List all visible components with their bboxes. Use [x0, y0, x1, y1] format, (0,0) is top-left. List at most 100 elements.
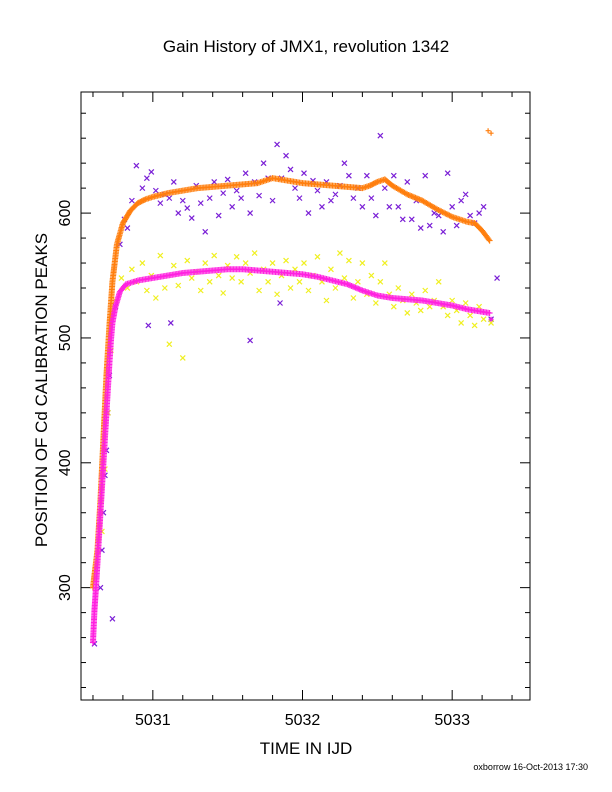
data-point [319, 203, 325, 210]
data-point [377, 132, 384, 139]
data-point [256, 287, 263, 294]
data-point [449, 203, 456, 210]
data-point [486, 237, 493, 244]
data-point [242, 260, 249, 266]
data-point [444, 312, 451, 319]
data-point [485, 128, 491, 134]
data-point [133, 162, 140, 169]
data-point [336, 250, 343, 256]
footer-credit: oxborrow 16-Oct-2013 17:30 [473, 762, 588, 772]
data-point [211, 252, 218, 259]
data-point [467, 312, 474, 319]
data-point [359, 203, 366, 210]
data-point [476, 210, 483, 217]
data-point [314, 253, 321, 260]
y-tick-label: 400 [57, 449, 74, 476]
data-point [152, 187, 159, 194]
data-point [224, 176, 231, 183]
data-point [435, 212, 442, 219]
plot-frame [80, 91, 531, 701]
data-point [359, 260, 366, 266]
data-point [247, 337, 254, 344]
data-point [363, 172, 370, 179]
data-point [161, 285, 168, 291]
data-point [260, 160, 267, 167]
data-point [471, 322, 478, 329]
data-point [109, 615, 116, 622]
y-tick-label: 600 [57, 200, 74, 227]
data-point [283, 152, 289, 159]
data-point [486, 309, 493, 316]
data-point [242, 170, 249, 177]
data-point [480, 316, 487, 323]
data-point [197, 200, 204, 207]
data-point [453, 222, 460, 229]
data-point [179, 197, 186, 204]
data-point [426, 222, 433, 229]
data-point [277, 300, 283, 306]
series-1 [99, 250, 495, 535]
data-point [458, 320, 465, 326]
data-point [404, 178, 411, 185]
data-point [345, 257, 352, 264]
data-point [229, 275, 236, 281]
data-point [233, 187, 240, 194]
chart-title: Gain History of JMX1, revolution 1342 [163, 37, 449, 56]
data-point [417, 225, 424, 232]
data-point [229, 203, 236, 210]
data-point [124, 225, 131, 232]
data-point [422, 172, 429, 179]
data-point [440, 228, 447, 235]
data-point [301, 260, 307, 266]
data-point [435, 207, 442, 214]
series-2 [89, 175, 493, 591]
data-point [139, 260, 146, 266]
data-point [215, 272, 222, 279]
data-point [426, 303, 433, 310]
data-point [467, 212, 474, 219]
data-point [377, 278, 384, 285]
series-4 [89, 266, 493, 646]
data-point [485, 236, 492, 243]
data-point [166, 195, 173, 202]
data-point [148, 168, 155, 175]
data-point [188, 275, 195, 281]
data-point [354, 278, 361, 285]
data-point [175, 282, 182, 289]
data-point [390, 172, 397, 179]
data-point [247, 210, 254, 217]
data-point [441, 209, 448, 216]
data-point [269, 260, 276, 266]
data-point [269, 197, 276, 204]
y-tick-label: 300 [57, 574, 74, 601]
data-point [206, 278, 213, 285]
data-point [445, 211, 452, 218]
data-point [350, 295, 357, 301]
data-point [341, 160, 348, 167]
data-point [422, 287, 429, 294]
data-point [332, 191, 339, 198]
data-point [170, 178, 177, 185]
data-point [220, 290, 227, 296]
data-point [417, 307, 424, 314]
data-point [328, 266, 334, 273]
data-point [128, 266, 135, 273]
data-point [399, 216, 406, 223]
data-point [301, 170, 307, 177]
data-point [188, 215, 195, 222]
data-point [443, 211, 450, 218]
data-point [143, 287, 150, 294]
data-point [287, 166, 294, 173]
data-point [314, 187, 321, 194]
data-point [494, 275, 500, 281]
data-point [402, 190, 409, 197]
data-point [157, 252, 164, 259]
data-point [118, 275, 125, 281]
series-3 [485, 128, 494, 136]
data-point [128, 197, 135, 204]
tick-labels: 5031 5032 5033 300 400 500 600 [57, 200, 470, 729]
data-point [408, 291, 415, 298]
data-point [179, 354, 186, 361]
data-point [206, 195, 213, 202]
data-point [274, 141, 280, 148]
